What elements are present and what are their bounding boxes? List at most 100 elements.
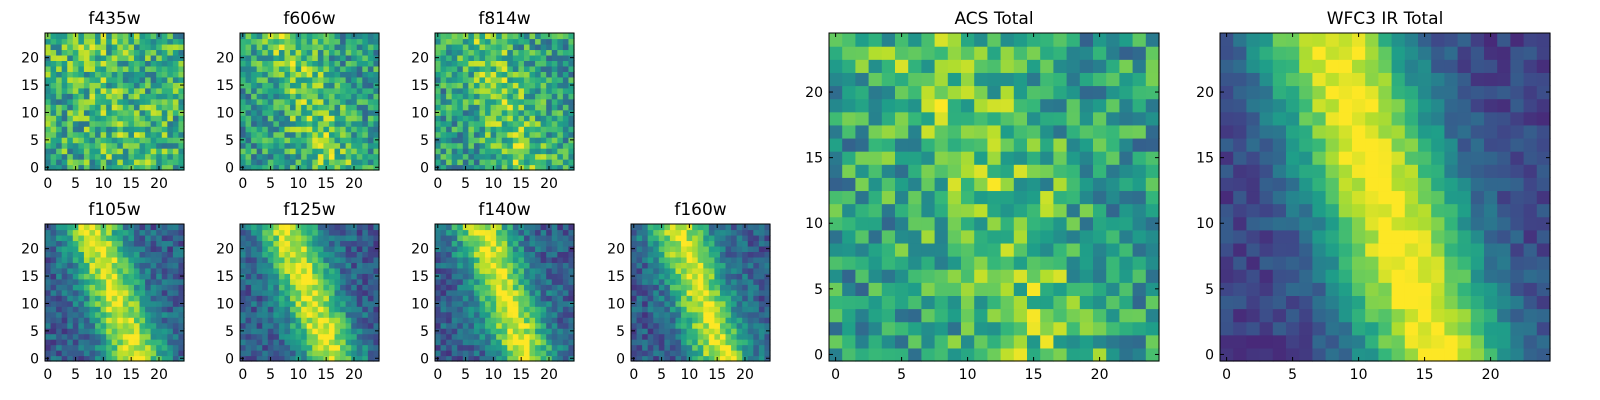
panel-title: f814w [478,9,530,29]
heatmap-cell [697,251,704,258]
heatmap-cell [636,339,643,346]
heatmap-cell [373,322,380,329]
heatmap-cell [501,38,508,45]
heatmap-cell [323,109,330,116]
heatmap-cell [440,245,447,252]
heatmap-cell [473,251,481,258]
heatmap-cell [356,317,363,324]
heatmap-cell [95,267,102,274]
heatmap-cell [290,43,297,51]
heatmap-cell [133,229,141,236]
heatmap-cell [557,142,564,149]
heatmap-cell [501,120,508,127]
heatmap-cell [512,322,519,329]
heatmap-cell [111,278,118,285]
heatmap-cell [117,109,124,116]
heatmap-cell [117,49,124,56]
heatmap-cell [1066,177,1081,192]
heatmap-cell [111,38,118,45]
heatmap-cell [284,284,291,291]
heatmap-cell [703,339,710,346]
heatmap-cells [45,224,185,362]
heatmap-cell [72,267,79,274]
heatmap-cell [273,267,280,274]
heatmap-cell [518,322,525,329]
heatmap-cell [373,87,380,94]
heatmap-cell [675,289,682,296]
heatmap-cell [72,333,79,340]
heatmap-cell [328,240,336,247]
heatmap-cell [507,137,514,144]
heatmap-cell [496,164,503,171]
heatmap-cell [89,278,96,285]
heatmap-cell [251,54,258,61]
heatmap-cell [568,126,575,133]
heatmap-cell [122,284,129,291]
heatmap-cell [106,98,113,105]
heatmap-cell [251,240,258,247]
heatmap-cell [512,71,519,78]
heatmap-cell [546,82,553,89]
heatmap-cell [468,306,475,313]
heatmap-cell [562,350,570,357]
heatmap-cell [987,295,1002,310]
heatmap-cell [535,245,542,252]
heatmap-cell [703,311,710,318]
heatmap-cell [356,87,363,94]
heatmap-cell [50,98,57,105]
heatmap-cell [356,65,363,72]
heatmap-cell [122,115,129,122]
heatmap-cell [251,148,258,155]
heatmap-cell [50,137,57,144]
heatmap-cell [117,164,124,171]
heatmap-cell [440,311,447,318]
heatmap-cell [262,339,269,346]
heatmap-cell [473,289,481,296]
heatmap-cell [518,295,525,302]
heatmap-cell [267,93,274,100]
heatmap-cell [67,311,74,318]
heatmap-cell [529,229,536,236]
heatmap-cell [328,273,336,280]
heatmap-cell [78,240,85,247]
heatmap-cell [78,38,85,45]
heatmap-cell [133,82,141,89]
heatmap-cell [868,334,883,349]
heatmap-cell [446,43,453,51]
heatmap-cell [987,282,1002,296]
heatmap-cell [133,344,141,351]
heatmap-cell [758,240,766,247]
heatmap-cell [462,104,469,111]
heatmap-cell [742,311,749,318]
heatmap-cell [764,251,771,258]
heatmap-cell [78,322,85,329]
heatmap-cell [485,120,492,127]
heatmap-cell [139,98,146,105]
heatmap-cell [631,322,638,329]
heatmap-cell [523,142,531,149]
heatmap-cell [273,278,280,285]
heatmap-cell [78,284,85,291]
heatmap-cell [540,65,547,72]
heatmap-cell [56,60,63,67]
heatmap-cell [440,300,447,307]
heatmap-cell [692,240,699,247]
heatmap-cell [1132,242,1147,257]
heatmap-cell [507,33,514,40]
heatmap-cell [523,300,531,307]
heatmap-cell [512,267,519,274]
heatmap-cell [317,306,324,313]
heatmap-cell [340,54,347,61]
heatmap-cell [83,148,91,155]
heatmap-cell [256,251,263,258]
heatmap-cell [317,251,324,258]
heatmap-cell [636,350,643,357]
heatmap-cell [719,289,727,296]
heatmap-cell [479,355,486,362]
heatmap-cell [83,256,91,263]
heatmap-cell [440,328,447,335]
heatmap-cell [72,120,79,127]
heatmap-cell [100,104,107,111]
heatmap-cell [692,245,699,252]
